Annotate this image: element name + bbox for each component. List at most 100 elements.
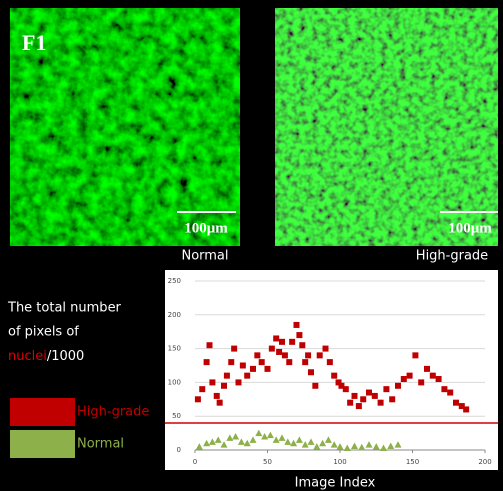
point: [365, 441, 373, 448]
point: [360, 396, 367, 403]
point: [406, 372, 413, 379]
point: [268, 345, 275, 352]
point: [220, 441, 228, 448]
image-caption: High-grade: [416, 249, 488, 264]
point: [313, 443, 321, 450]
point: [239, 362, 246, 369]
point: [308, 369, 314, 376]
scale-bar-label: 100μm: [184, 220, 228, 236]
point: [463, 406, 470, 413]
point: [195, 443, 203, 450]
point: [458, 403, 465, 410]
legend-swatch: [10, 398, 75, 426]
point: [209, 379, 216, 386]
point: [305, 352, 312, 359]
point: [296, 332, 303, 339]
y-tick-label: 0: [177, 446, 181, 454]
point: [429, 372, 436, 379]
y-tick-label: 250: [168, 277, 181, 285]
legend-swatch: [10, 430, 75, 458]
point: [324, 436, 332, 443]
point: [213, 392, 220, 399]
point: [331, 372, 338, 379]
point: [351, 442, 358, 449]
legend-label: High-grade: [77, 405, 149, 420]
point: [249, 436, 257, 443]
point: [206, 342, 213, 349]
point: [203, 439, 211, 447]
point: [199, 386, 206, 393]
x-label: Image Index: [295, 476, 376, 491]
point: [279, 338, 285, 345]
point: [194, 396, 201, 403]
y-label: The total number: [7, 301, 122, 316]
point: [447, 389, 454, 396]
point: [208, 438, 216, 445]
point: [441, 386, 448, 393]
point: [266, 431, 274, 439]
point: [293, 321, 300, 328]
point: [394, 441, 402, 448]
y-tick-label: 100: [168, 378, 181, 386]
normal-image: [10, 8, 240, 246]
y-label-highlight: nuclei: [8, 349, 47, 364]
point: [336, 443, 344, 450]
point: [338, 382, 345, 389]
point: [342, 386, 349, 393]
point: [412, 352, 419, 359]
point: [395, 382, 401, 389]
point: [330, 441, 338, 448]
image-caption: Normal: [181, 249, 228, 264]
point: [281, 352, 288, 359]
point: [371, 392, 378, 399]
legend-label: Normal: [77, 437, 124, 452]
y-label-unit: /1000: [47, 349, 84, 364]
point: [258, 359, 265, 366]
scale-bar-label: 100μm: [448, 220, 492, 236]
point: [231, 345, 238, 352]
point: [235, 379, 242, 386]
point: [319, 439, 327, 447]
point: [264, 365, 271, 372]
point: [453, 399, 459, 406]
y-label: nuclei/1000: [8, 349, 84, 364]
y-tick-label: 150: [168, 345, 181, 353]
x-tick-label: 200: [478, 458, 491, 466]
point: [203, 359, 210, 366]
point: [380, 444, 387, 451]
y-tick-label: 50: [172, 412, 181, 420]
point: [244, 372, 251, 379]
point: [389, 396, 396, 403]
point: [351, 392, 358, 399]
point: [255, 429, 263, 437]
point: [254, 352, 261, 359]
figure-label: F1: [22, 30, 46, 55]
y-label: of pixels of: [8, 325, 79, 340]
point: [400, 376, 407, 383]
high-grade-image: [275, 8, 498, 246]
point: [424, 365, 430, 372]
point: [326, 359, 333, 366]
chart-panel: [165, 270, 498, 470]
point: [301, 441, 309, 448]
point: [216, 399, 223, 406]
x-tick-label: 0: [193, 458, 197, 466]
point: [261, 432, 269, 440]
point: [435, 376, 442, 383]
point: [383, 386, 390, 393]
point: [278, 434, 286, 441]
point: [418, 379, 425, 386]
point: [312, 382, 319, 389]
x-tick-label: 150: [406, 458, 419, 466]
point: [377, 399, 384, 406]
point: [223, 372, 230, 379]
point: [358, 443, 366, 451]
point: [299, 342, 306, 349]
point: [289, 338, 296, 345]
point: [302, 359, 309, 366]
point: [284, 438, 292, 445]
point: [316, 352, 323, 359]
x-tick-label: 50: [263, 458, 272, 466]
